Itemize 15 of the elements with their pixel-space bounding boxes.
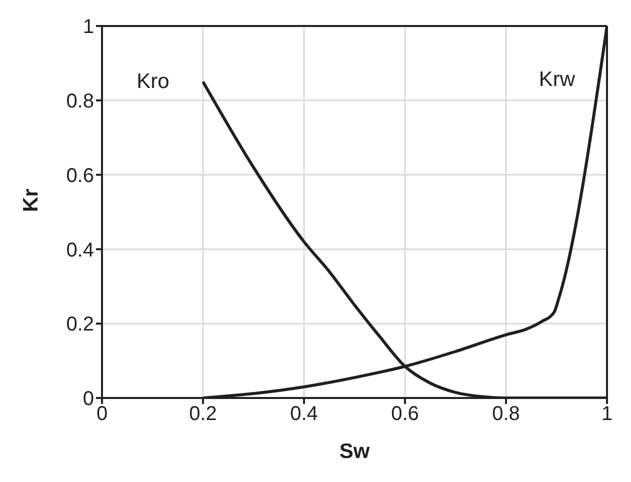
y-tick-label: 0.4: [66, 239, 94, 262]
x-tick-label: 0.8: [492, 403, 520, 426]
x-axis-title: Sw: [339, 440, 370, 463]
y-axis-title: Kr: [19, 188, 42, 212]
x-tick-label: 0.4: [290, 403, 318, 426]
series-label: Krw: [538, 68, 576, 91]
series-label: Kro: [136, 70, 170, 93]
y-tick-label: 0.6: [66, 164, 94, 187]
x-tick-label: 0.2: [189, 403, 217, 426]
y-tick-label: 0.2: [66, 314, 94, 336]
y-tick-label: 0: [82, 388, 94, 410]
x-tick-label: 1: [601, 403, 613, 426]
x-tick-label: 0.6: [391, 403, 419, 426]
y-tick-label: 1: [82, 16, 94, 38]
y-tick-label: 0.8: [66, 90, 94, 112]
